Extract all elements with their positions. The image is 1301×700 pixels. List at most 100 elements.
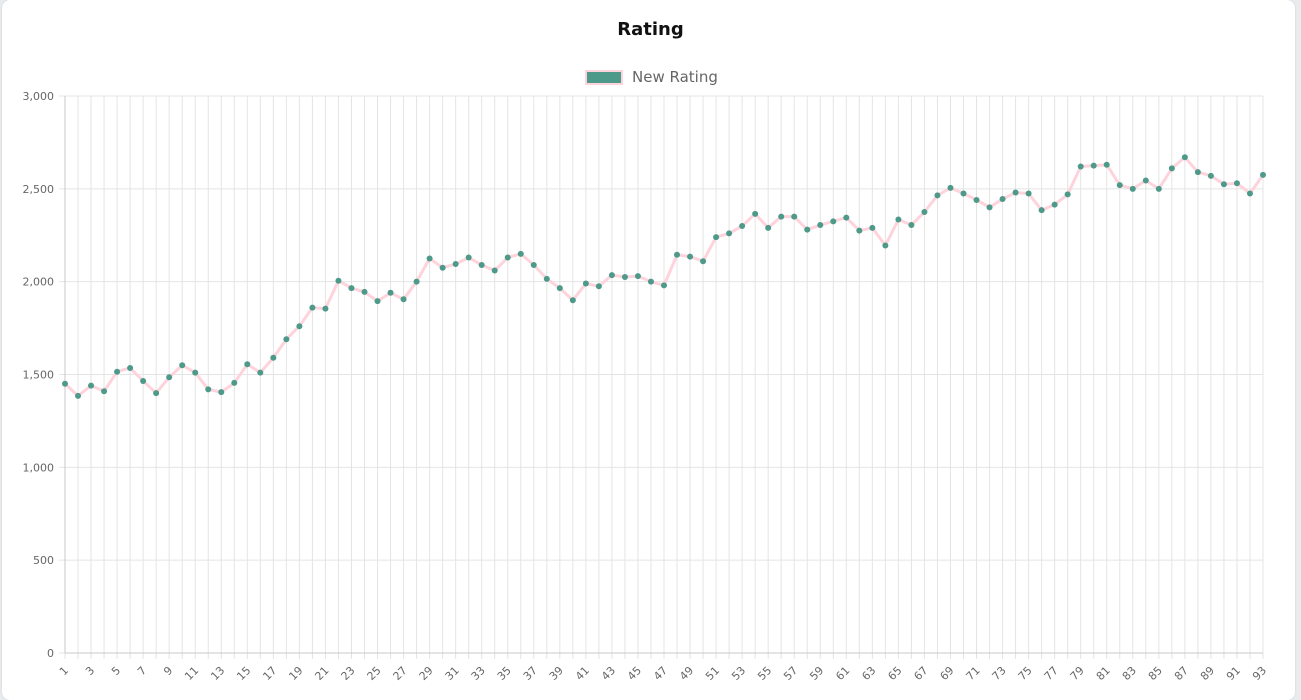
x-tick-label: 67 bbox=[911, 664, 930, 683]
data-point bbox=[1233, 180, 1240, 187]
x-tick-label: 87 bbox=[1172, 664, 1191, 683]
data-point bbox=[1025, 190, 1032, 197]
data-point bbox=[1051, 201, 1058, 208]
data-point bbox=[921, 209, 928, 216]
data-point bbox=[1012, 189, 1019, 196]
data-point bbox=[452, 261, 459, 268]
data-point bbox=[608, 272, 615, 279]
data-point bbox=[595, 283, 602, 290]
x-tick-label: 71 bbox=[964, 664, 983, 683]
x-tick-label: 5 bbox=[109, 664, 123, 678]
y-tick-label: 1,500 bbox=[23, 369, 55, 382]
data-point bbox=[413, 278, 420, 285]
x-tick-label: 91 bbox=[1224, 664, 1243, 683]
data-point bbox=[687, 253, 694, 260]
x-tick-label: 21 bbox=[312, 664, 331, 683]
x-tick-label: 47 bbox=[651, 664, 670, 683]
data-point bbox=[478, 261, 485, 268]
data-point bbox=[869, 224, 876, 231]
data-point bbox=[231, 379, 238, 386]
x-tick-label: 69 bbox=[938, 664, 957, 683]
x-tick-label: 45 bbox=[625, 664, 644, 683]
y-tick-label: 2,000 bbox=[23, 276, 55, 289]
x-tick-label: 31 bbox=[443, 664, 462, 683]
data-point bbox=[322, 305, 329, 312]
data-point bbox=[1181, 154, 1188, 161]
data-point bbox=[504, 254, 511, 261]
x-tick-label: 61 bbox=[833, 664, 852, 683]
data-point bbox=[270, 354, 277, 361]
data-point bbox=[856, 227, 863, 234]
x-tick-label: 27 bbox=[391, 664, 410, 683]
data-point bbox=[88, 382, 95, 389]
data-point bbox=[374, 298, 381, 305]
x-tick-label: 19 bbox=[286, 664, 305, 683]
x-tick-label: 35 bbox=[495, 664, 514, 683]
x-tick-label: 77 bbox=[1042, 664, 1061, 683]
data-point bbox=[582, 280, 589, 287]
x-tick-label: 51 bbox=[703, 664, 722, 683]
x-tick-label: 83 bbox=[1120, 664, 1139, 683]
data-point bbox=[400, 296, 407, 303]
x-tick-label: 59 bbox=[807, 664, 826, 683]
data-point bbox=[1220, 181, 1227, 188]
x-tick-label: 89 bbox=[1198, 664, 1217, 683]
x-tick-label: 73 bbox=[990, 664, 1009, 683]
y-tick-label: 500 bbox=[33, 554, 54, 567]
data-point bbox=[621, 274, 628, 281]
data-points bbox=[62, 154, 1266, 399]
x-tick-label: 13 bbox=[208, 664, 227, 683]
legend-label: New Rating bbox=[632, 68, 718, 86]
data-point bbox=[726, 230, 733, 237]
data-point bbox=[960, 190, 967, 197]
data-point bbox=[908, 222, 915, 229]
data-point bbox=[361, 288, 368, 295]
data-point bbox=[426, 255, 433, 262]
data-point bbox=[387, 289, 394, 296]
x-tick-label: 85 bbox=[1146, 664, 1165, 683]
data-point bbox=[205, 386, 212, 393]
x-tick-label: 23 bbox=[339, 664, 358, 683]
y-tick-label: 2,500 bbox=[23, 183, 55, 196]
x-tick-label: 53 bbox=[729, 664, 748, 683]
data-point bbox=[1129, 185, 1136, 192]
data-point bbox=[192, 369, 199, 376]
data-point bbox=[752, 210, 759, 217]
data-point bbox=[1038, 207, 1045, 214]
data-point bbox=[1207, 172, 1214, 179]
data-point bbox=[439, 264, 446, 271]
data-point bbox=[1077, 163, 1084, 170]
data-point bbox=[804, 226, 811, 233]
data-point bbox=[166, 374, 173, 381]
data-point bbox=[517, 250, 524, 257]
data-point bbox=[1194, 169, 1201, 176]
data-point bbox=[791, 213, 798, 220]
data-point bbox=[179, 362, 186, 369]
x-tick-label: 3 bbox=[83, 664, 97, 678]
x-tick-label: 65 bbox=[885, 664, 904, 683]
data-point bbox=[569, 297, 576, 304]
x-tick-label: 39 bbox=[547, 664, 566, 683]
data-point bbox=[947, 184, 954, 191]
data-point bbox=[661, 282, 667, 289]
data-point bbox=[778, 213, 785, 220]
data-point bbox=[75, 392, 82, 399]
x-tick-label: 7 bbox=[135, 664, 149, 678]
data-point bbox=[257, 369, 264, 376]
data-point bbox=[244, 361, 251, 368]
x-tick-label: 15 bbox=[234, 664, 253, 683]
data-point bbox=[465, 254, 472, 261]
data-point bbox=[491, 267, 498, 274]
y-tick-label: 1,000 bbox=[23, 461, 55, 474]
data-point bbox=[999, 196, 1006, 203]
data-point bbox=[934, 192, 941, 199]
x-tick-label: 41 bbox=[573, 664, 592, 683]
data-point bbox=[973, 196, 980, 203]
data-point bbox=[882, 242, 889, 249]
x-tick-label: 63 bbox=[859, 664, 878, 683]
data-point bbox=[543, 275, 550, 282]
x-tick-label: 43 bbox=[599, 664, 618, 683]
legend[interactable]: New Rating bbox=[585, 67, 718, 87]
data-point bbox=[830, 218, 837, 225]
